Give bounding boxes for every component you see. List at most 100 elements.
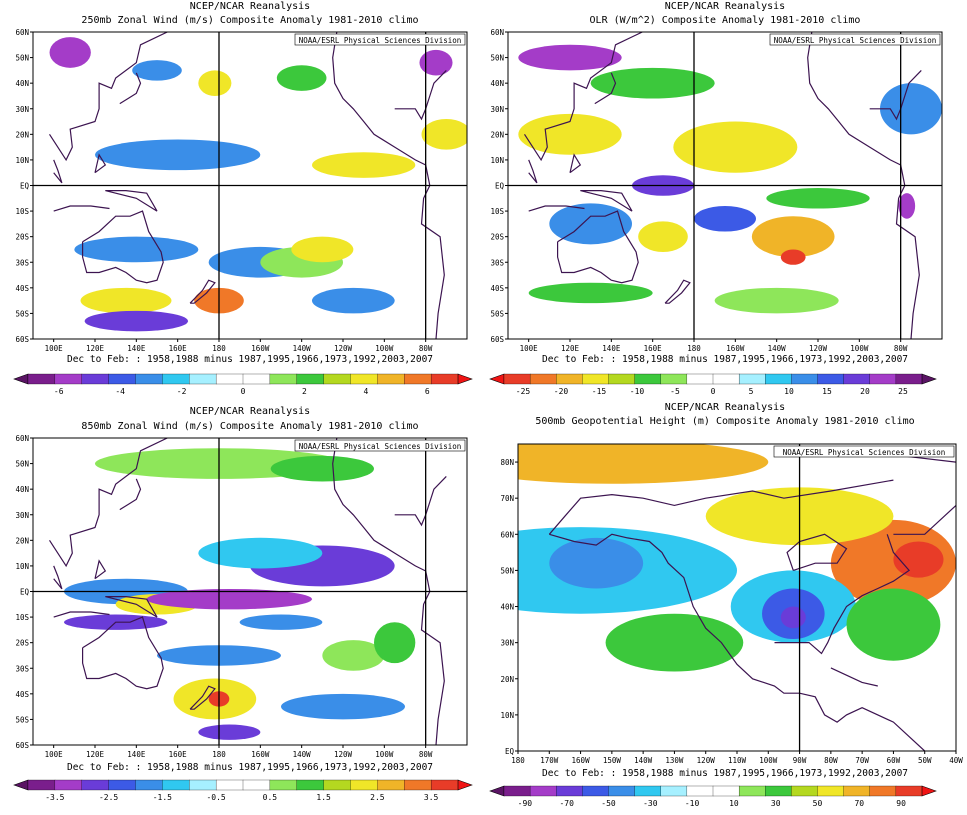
anomaly-blob <box>846 588 941 661</box>
colorbar-swatch <box>582 373 609 385</box>
colorbar-swatch <box>738 373 766 385</box>
colorbar-swatch <box>843 373 871 385</box>
colorbar-label: -6 <box>54 387 64 396</box>
anomaly-blob <box>322 640 385 671</box>
anomaly-blob <box>766 188 870 209</box>
x-tick-label: 180 <box>212 344 226 353</box>
coastlines <box>523 32 922 339</box>
y-tick-label: EQ <box>20 182 30 191</box>
coastline <box>869 69 922 121</box>
colorbar-label: 4 <box>363 387 368 396</box>
colorbar-label: 25 <box>898 387 908 396</box>
x-tick-label: 160E <box>169 750 188 759</box>
coastline <box>830 667 878 687</box>
colorbar-label: 0 <box>711 387 716 396</box>
y-tick-label: 20N <box>490 130 504 139</box>
x-tick-label: 100W <box>759 756 778 765</box>
x-tick-label: 150W <box>603 756 622 765</box>
colorbar-swatch <box>269 779 298 791</box>
x-tick-label: 40W <box>949 756 963 765</box>
anomaly-blob <box>780 606 806 629</box>
colorbar-label: -4 <box>115 387 125 396</box>
anomaly-blob <box>518 444 769 484</box>
colorbar-swatch <box>556 373 583 385</box>
x-tick-label: 140E <box>127 344 146 353</box>
x-tick-label: 180 <box>511 756 525 765</box>
colorbar-label: -10 <box>630 387 645 396</box>
anomaly-blob <box>74 236 199 263</box>
anomaly-blob <box>780 249 806 265</box>
coastline <box>594 72 617 105</box>
x-tick-label: 80W <box>419 344 433 353</box>
colorbar-swatch <box>323 373 351 385</box>
anomaly-blob <box>528 282 653 304</box>
y-tick-label: 40S <box>15 284 29 293</box>
chart-title: OLR (W/m^2) Composite Anomaly 1981-2010 … <box>590 15 861 26</box>
x-tick-label: 100E <box>520 344 539 353</box>
colorbar-swatch <box>54 373 83 385</box>
colorbar-swatch <box>135 779 163 791</box>
anomaly-blob <box>419 49 453 76</box>
colorbar-swatch <box>404 779 432 791</box>
x-tick-label: 140E <box>602 344 621 353</box>
y-tick-label: 50N <box>15 54 29 63</box>
y-tick-label: 40N <box>15 79 29 88</box>
y-tick-label: EQ <box>495 182 505 191</box>
colorbar-label: 15 <box>822 387 832 396</box>
anomaly-blob <box>518 113 622 155</box>
chart-panel-3: NCEP/NCAR Reanalysis 850mb Zonal Wind (m/… <box>13 406 473 802</box>
anomaly-blob <box>270 455 375 482</box>
anomaly-blob <box>49 37 91 68</box>
colorbar-swatch <box>350 779 378 791</box>
credit-box <box>294 439 466 452</box>
x-tick-label: 120W <box>697 756 716 765</box>
colorbar-label: 50 <box>813 799 823 808</box>
coastline <box>53 611 110 618</box>
colorbar-swatch <box>215 373 244 385</box>
y-tick-label: 50S <box>15 715 29 724</box>
y-tick-label: 50S <box>15 309 29 318</box>
colorbar-swatch <box>791 785 818 797</box>
y-tick-label: 60S <box>15 741 29 750</box>
anomaly-blob <box>84 310 188 332</box>
y-tick-label: 30S <box>15 664 29 673</box>
coastline <box>332 438 445 745</box>
x-tick-label: 100E <box>45 750 64 759</box>
coastline <box>569 153 582 174</box>
colorbar-swatch <box>765 785 792 797</box>
colorbar-swatch <box>377 779 405 791</box>
credit-box <box>769 33 941 46</box>
y-tick-label: 40S <box>15 690 29 699</box>
colorbar-swatch <box>242 373 271 385</box>
colorbar-swatch <box>162 373 190 385</box>
anomaly-blob <box>605 613 744 672</box>
coastline <box>53 159 63 184</box>
anomaly-blob <box>590 67 715 99</box>
colorbar-swatch <box>430 373 459 385</box>
x-tick-label: 180 <box>687 344 701 353</box>
x-tick-label: 100W <box>375 750 394 759</box>
colorbar-swatch <box>162 779 190 791</box>
y-tick-label: 80N <box>500 458 514 467</box>
y-tick-label: 30N <box>15 511 29 520</box>
colorbar-arrow-right <box>457 373 473 385</box>
x-tick-label: 90W <box>793 756 807 765</box>
colorbar-swatch <box>608 373 636 385</box>
y-tick-label: 50S <box>490 309 504 318</box>
y-tick-label: 10N <box>15 156 29 165</box>
colorbar-arrow-left <box>489 373 505 385</box>
colorbar-swatch <box>529 785 557 797</box>
colorbar-swatch <box>54 779 83 791</box>
colorbar-label: 2.5 <box>370 793 385 802</box>
colorbar-label: -25 <box>516 387 531 396</box>
colorbar-swatch <box>404 373 432 385</box>
anomaly-blob <box>198 70 232 96</box>
x-tick-label: 120E <box>561 344 580 353</box>
chart-panel-2: NCEP/NCAR Reanalysis OLR (W/m^2) Composit… <box>489 1 943 396</box>
coastline <box>557 210 639 284</box>
x-tick-label: 130W <box>665 756 684 765</box>
colorbar-swatch <box>712 785 740 797</box>
anomaly-blob <box>281 693 405 720</box>
anomaly-blob <box>518 44 622 71</box>
